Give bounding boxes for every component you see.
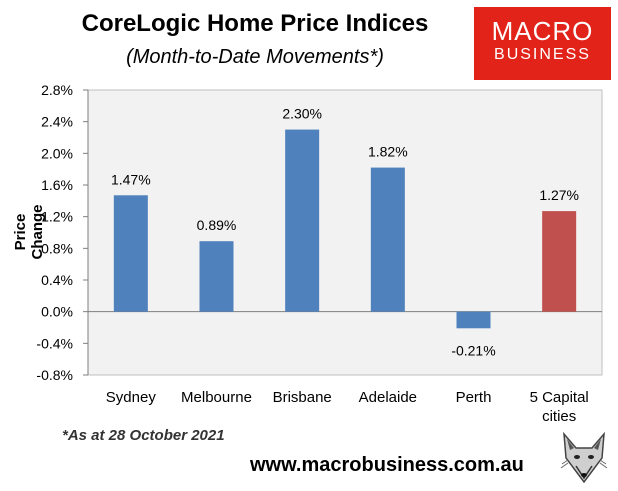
bar	[542, 211, 577, 312]
y-axis: 2.8% 2.4% 2.0% 1.6% 1.2% 0.8% 0.4% 0.0% -0.4% -0.…	[36, 82, 602, 383]
y-tick-label: 0.8%	[41, 240, 73, 256]
footnote: *As at 28 October 2021	[62, 427, 225, 444]
y-tick-label: 1.2%	[41, 209, 73, 225]
bar	[370, 167, 405, 312]
y-tick-label: 2.4%	[41, 114, 73, 130]
x-tick-label: Perth	[456, 389, 492, 406]
bar	[113, 195, 148, 312]
y-tick-label: 2.0%	[41, 145, 73, 161]
y-tick-label: 0.0%	[41, 304, 73, 320]
x-tick-label: 5 Capital	[530, 389, 589, 406]
x-tick-label: Melbourne	[181, 389, 252, 406]
data-label: 1.47%	[111, 171, 151, 187]
value-labels: 1.47% 0.89% 2.30% 1.82% -0.21% 1.27%	[111, 106, 579, 359]
y-tick-label: 2.8%	[41, 82, 73, 98]
x-tick-label: Adelaide	[359, 389, 417, 406]
y-tick-label: -0.8%	[36, 367, 73, 383]
bar	[285, 129, 320, 312]
data-label: -0.21%	[451, 342, 495, 358]
bars	[113, 129, 577, 329]
website-url: www.macrobusiness.com.au	[250, 454, 524, 476]
y-tick-label: 0.4%	[41, 272, 73, 288]
fox-mascot-icon	[560, 431, 608, 484]
x-tick-label: Brisbane	[273, 389, 332, 406]
data-label: 0.89%	[197, 217, 237, 233]
logo-line-1: MACRO	[491, 16, 594, 46]
data-label: 1.82%	[368, 144, 408, 160]
y-tick-label: -0.4%	[36, 335, 73, 351]
chart-title: CoreLogic Home Price Indices	[81, 10, 429, 37]
bar	[199, 241, 234, 312]
chart-subtitle: (Month-to-Date Movements*)	[126, 46, 384, 68]
macro-business-logo: MACRO BUSINESS	[474, 7, 611, 80]
plot-area	[87, 89, 603, 376]
x-tick-label: cities	[542, 408, 576, 425]
data-label: 1.27%	[539, 187, 579, 203]
x-axis: Sydney Melbourne Brisbane Adelaide Perth 5 Ca…	[106, 389, 589, 425]
logo-line-2: BUSINESS	[494, 46, 591, 63]
y-tick-label: 1.6%	[41, 177, 73, 193]
x-tick-label: Sydney	[106, 389, 157, 406]
bar	[456, 311, 491, 329]
data-label: 2.30%	[282, 106, 322, 122]
